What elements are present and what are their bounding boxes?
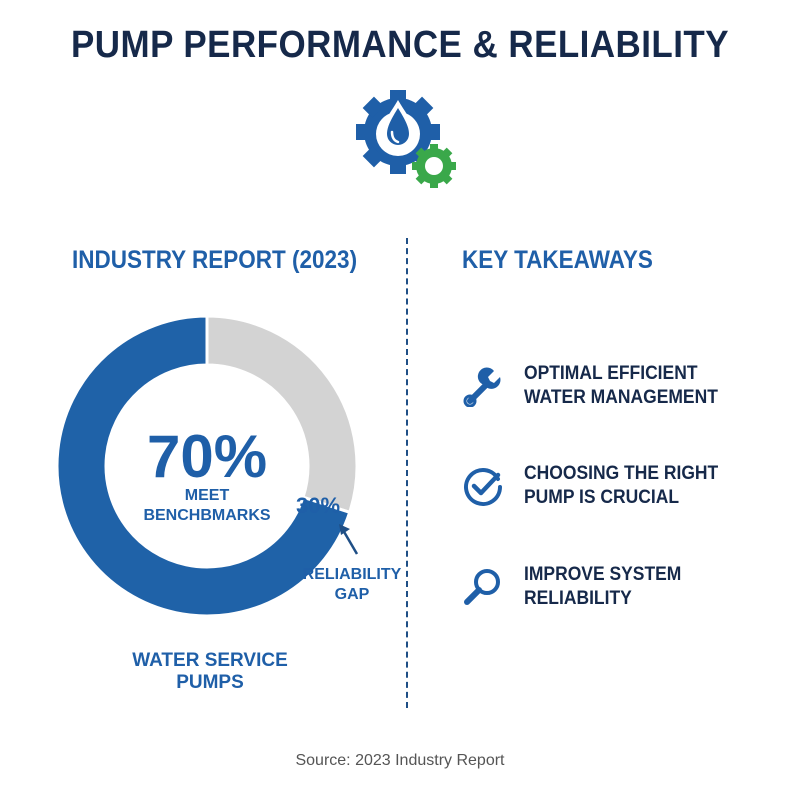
- takeaway-line: CHOOSING THE RIGHT: [524, 463, 719, 484]
- key-takeaways-heading: KEY TAKEAWAYS: [462, 246, 653, 274]
- gap-label: RELIABILITY GAP: [300, 565, 404, 605]
- takeaway-item: OPTIMAL EFFICIENT WATER MANAGEMENT: [462, 362, 735, 410]
- takeaway-line: OPTIMAL EFFICIENT: [524, 363, 698, 384]
- industry-report-heading: INDUSTRY REPORT (2023): [72, 246, 358, 274]
- takeaway-item: CHOOSING THE RIGHT PUMP IS CRUCIAL: [462, 462, 735, 510]
- donut-chart: [55, 314, 359, 618]
- takeaway-line: WATER MANAGEMENT: [524, 387, 718, 408]
- source-note: Source: 2023 Industry Report: [295, 752, 505, 769]
- center-value: 70%: [146, 423, 268, 490]
- gap-label-line1: RELIABILITY: [302, 566, 402, 583]
- center-label-line2: BENCHBMARKS: [143, 507, 271, 524]
- page-title: PUMP PERFORMANCE & RELIABILITY: [70, 24, 730, 66]
- section-divider: [406, 238, 408, 708]
- wrench-icon: [463, 367, 501, 407]
- magnifier-icon: [464, 569, 500, 605]
- chart-footer-label: WATER SERVICE PUMPS: [132, 650, 288, 693]
- arrow-icon: [339, 524, 359, 555]
- check-circle-icon: [464, 468, 502, 506]
- donut-slice-reliability-gap: [205, 314, 359, 515]
- center-label: MEET BENCHBMARKS: [107, 486, 307, 526]
- water-drop-gear-icon: [356, 90, 456, 188]
- takeaway-line: PUMP IS CRUCIAL: [524, 487, 680, 508]
- gap-label-line2: GAP: [334, 586, 370, 603]
- center-label-line1: MEET: [184, 487, 230, 504]
- gap-value: 30%: [296, 493, 341, 518]
- takeaway-line: IMPROVE SYSTEM: [524, 564, 682, 585]
- takeaway-line: RELIABILITY: [524, 588, 632, 609]
- donut-slice-meet-benchmarks: [55, 314, 352, 618]
- takeaway-item: IMPROVE SYSTEM RELIABILITY: [462, 563, 695, 611]
